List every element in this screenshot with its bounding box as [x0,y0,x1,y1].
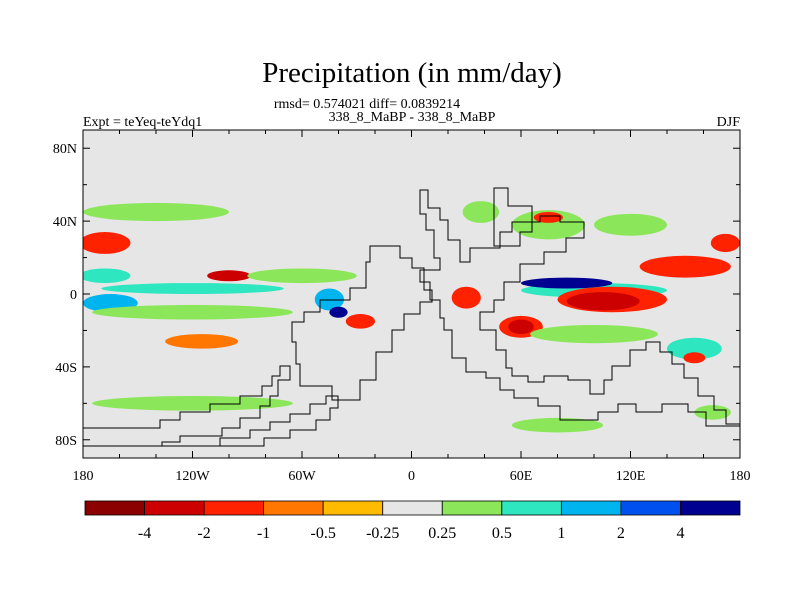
colorbar-label-1: -2 [197,525,210,542]
experiment-label: Expt = teYeq-teYdq1 [83,115,202,130]
colorbar: -4 -2 -1 -0.5 -0.25 0.25 0.5 1 2 4 [84,500,741,542]
y-tick-label-1: 40N [53,215,77,230]
colorbar-label-5: 0.25 [428,525,456,542]
anomaly-blob-12 [451,286,481,309]
colorbar-label-6: 0.5 [492,525,512,542]
anomaly-blob-5 [92,304,293,320]
anomaly-blob-7 [83,202,229,222]
colorbar-label-9: 4 [676,525,684,542]
south-america-outline [291,245,433,401]
continent-outlines [82,187,741,447]
africa-eurasia-outline [419,189,741,427]
colorbar-swatch-2 [203,500,265,516]
colorbar-swatch-5 [382,500,443,516]
chart-title: Precipitation (in mm/day) [262,57,562,89]
stats-line: rmsd= 0.574021 diff= 0.0839214 [274,97,460,112]
colorbar-swatch-4 [322,500,384,516]
anomaly-blob-0 [83,232,131,254]
anomaly-blob-6 [165,334,239,349]
x-tick-label-4: 60E [510,469,533,484]
x-tick-label-3: 0 [408,469,415,484]
colorbar-swatch-1 [144,500,205,516]
anomaly-blob-9 [314,288,344,311]
asia-interior-outline [493,187,533,247]
colorbar-label-0: -4 [138,525,151,542]
anomaly-blob-25 [530,324,658,344]
anomaly-blob-15 [533,212,563,223]
colorbar-label-2: -1 [257,525,270,542]
colorbar-swatch-9 [620,500,681,516]
colorbar-label-3: -0.5 [311,525,336,542]
anomaly-blob-19 [639,255,731,278]
x-tick-label-1: 120W [175,469,210,484]
x-tick-label-0: 180 [73,469,94,484]
anomaly-blob-30 [694,405,731,420]
anomaly-blob-10 [329,306,348,318]
x-tick-label-6: 180 [730,469,751,484]
colorbar-swatch-7 [501,500,562,516]
colorbar-label-4: -0.25 [366,525,399,542]
colorbar-swatch-8 [560,500,622,516]
y-tick-label-0: 80N [53,142,77,157]
comparison-label: 338_8_MaBP - 338_8_MaBP [329,110,496,125]
colorbar-swatch-10 [680,500,741,516]
anomaly-blob-11 [345,314,375,329]
colorbar-label-7: 1 [557,525,565,542]
colorbar-swatch-0 [84,500,145,516]
y-tick-label-3: 40S [55,361,77,376]
anomaly-blob-13 [462,201,500,223]
anomaly-blob-8 [247,268,357,284]
anomaly-blob-18 [521,277,613,289]
anomaly-blob-27 [683,352,706,364]
x-tick-label-5: 120E [616,469,646,484]
anomaly-blob-16 [594,213,667,236]
anomaly-blob-26 [667,337,722,360]
antarctica-outline [82,365,339,447]
colorbar-label-8: 2 [617,525,625,542]
anomaly-blob-4 [207,270,251,282]
y-tick-label-4: 80S [55,434,77,449]
y-tick-label-2: 0 [70,288,77,303]
anomaly-blob-28 [92,396,293,411]
colorbar-swatch-6 [441,500,503,516]
anomaly-blob-29 [511,417,604,433]
axis-ticks: 180 120W 60W 0 60E 120E 180 80N 40N 0 40S 80S [53,130,751,484]
anomaly-blob-1 [83,268,131,284]
colorbar-swatch-3 [263,500,324,516]
season-label: DJF [717,115,741,130]
anomaly-blob-24 [508,319,534,335]
anomaly-blob-20 [710,233,740,253]
x-tick-label-2: 60W [288,469,316,484]
anomaly-blob-3 [101,283,284,294]
anomaly-blob-22 [566,292,640,311]
